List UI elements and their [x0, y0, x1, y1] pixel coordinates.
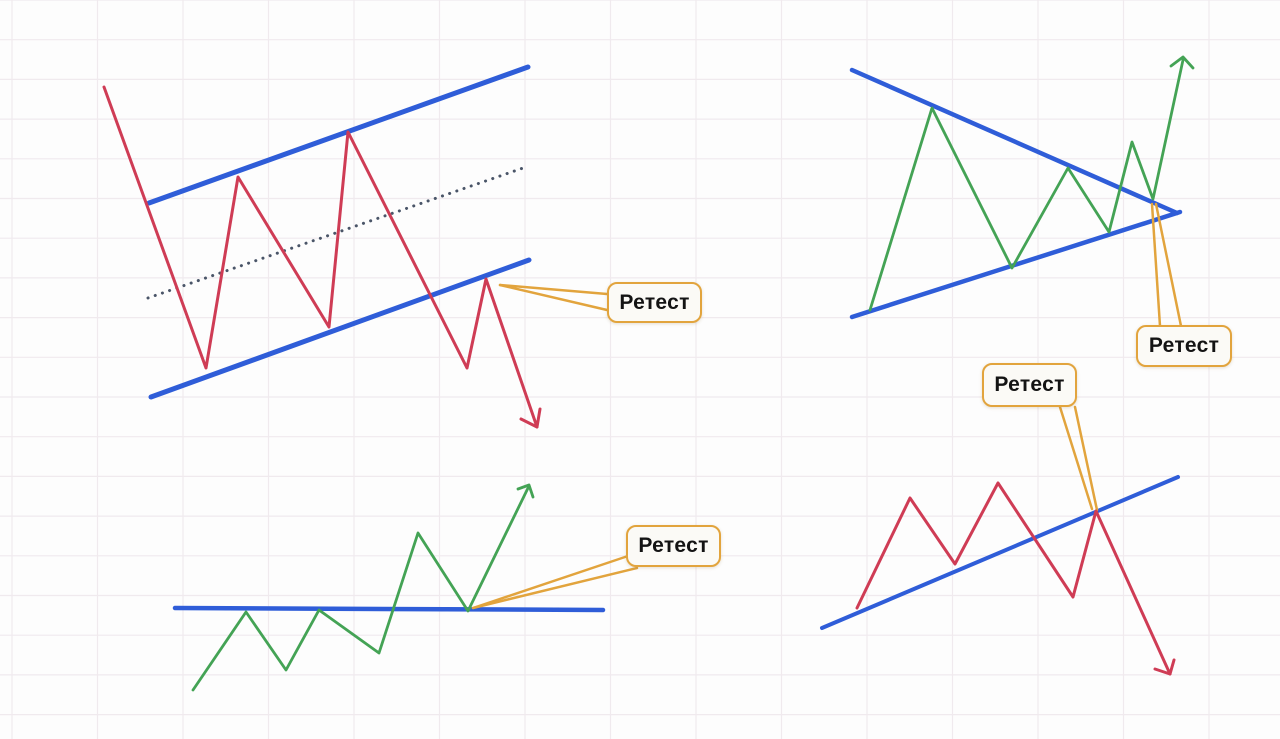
channel-lower-line [148, 257, 532, 400]
retest-label: Ретест [638, 534, 709, 557]
panel-ascending-trendline-breakdown [820, 405, 1180, 676]
callout-tail [498, 283, 609, 296]
support-trendline [820, 475, 1180, 630]
panel-ascending-channel-breakdown [102, 64, 609, 429]
resistance-line [172, 605, 606, 613]
price-path [102, 85, 539, 429]
channel-middle-dotted-line [146, 165, 528, 300]
arrow-head-icon [519, 407, 542, 429]
retest-callout-top-right: Ретест [1136, 325, 1232, 367]
retest-label: Ретест [619, 290, 690, 314]
price-path [191, 484, 531, 692]
retest-callout-bottom-right: Ретест [982, 363, 1077, 407]
arrow-head-icon [1153, 658, 1176, 676]
price-path [868, 58, 1185, 312]
panel-horizontal-resistance-breakout-up [172, 483, 639, 692]
arrow-head-icon [1169, 55, 1195, 70]
callout-tail [1073, 405, 1099, 512]
callout-tail [1150, 202, 1162, 328]
triangle-upper-line [849, 67, 1180, 216]
retest-label: Ретест [994, 373, 1065, 396]
price-path [855, 481, 1172, 676]
panel-contracting-triangle-breakout-up [849, 55, 1195, 328]
callout-tail [471, 566, 639, 610]
triangle-lower-line [849, 209, 1183, 320]
retest-callout-bottom-left: Ретест [626, 525, 721, 567]
retest-callout-top-left: Ретест [607, 282, 702, 323]
callout-tail [1058, 405, 1094, 511]
retest-label: Ретест [1148, 334, 1220, 357]
channel-upper-line [146, 64, 531, 206]
callout-tail [471, 554, 630, 610]
callout-tail [498, 283, 609, 312]
arrow-head-icon [516, 483, 535, 499]
callout-tail [1154, 202, 1183, 328]
